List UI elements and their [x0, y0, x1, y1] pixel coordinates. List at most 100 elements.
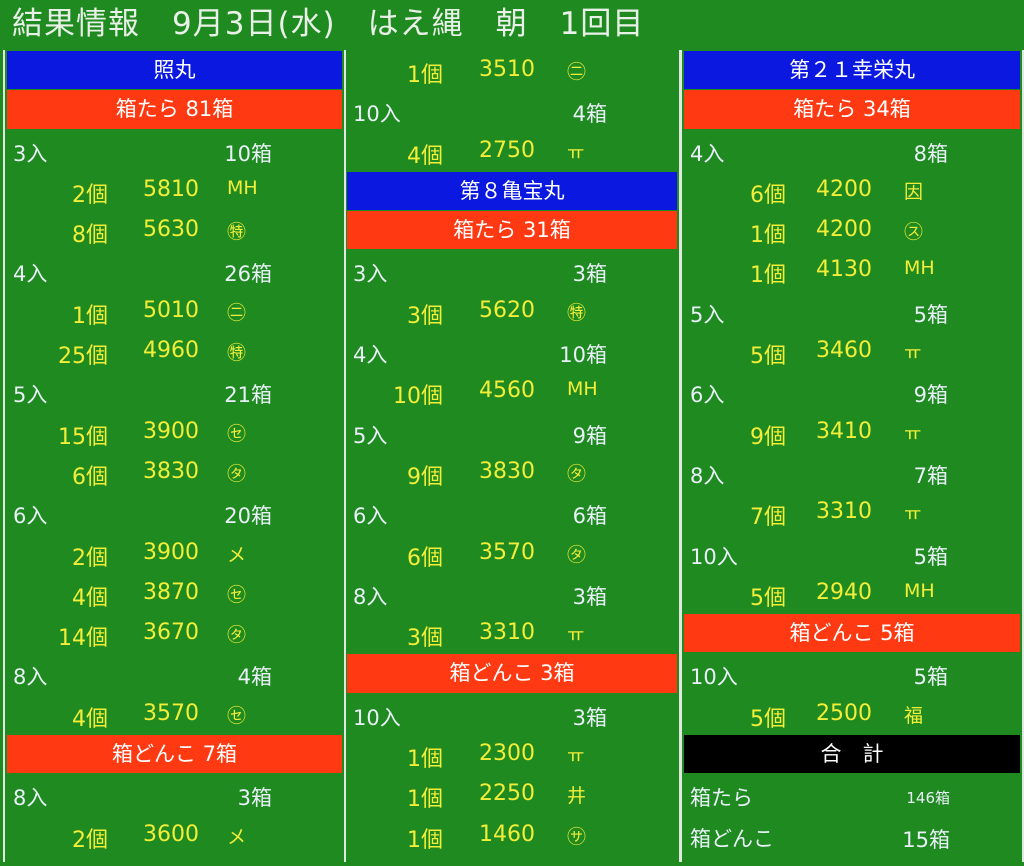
ship-name-banner: 第２１幸栄丸 [684, 51, 1020, 90]
price-row: 7個 3310 ㅠ [682, 492, 1022, 532]
price-value: 5620 [479, 297, 535, 323]
price-value: 3900 [143, 539, 199, 565]
price-value: 4130 [816, 257, 872, 283]
box-count-label: 10箱 [224, 141, 272, 166]
size-group-row: 3入 3箱 [345, 250, 679, 290]
price-value: 2940 [816, 579, 872, 605]
price-value: 3460 [816, 338, 872, 364]
quantity-value: 8個 [72, 223, 108, 249]
buyer-mark: ㊕ [227, 221, 247, 244]
size-group-row: 10入 5箱 [682, 653, 1022, 693]
quantity-value: 5個 [750, 585, 786, 611]
price-value: 3670 [143, 620, 199, 646]
buyer-mark: ㋟ [227, 624, 247, 647]
price-row: 14個 3670 ㋟ [5, 613, 344, 653]
price-value: 3600 [143, 821, 199, 847]
size-group-row: 5入 9箱 [345, 412, 679, 452]
quantity-value: 9個 [750, 424, 786, 450]
price-row: 2個 5810 MH [5, 170, 344, 210]
size-group-row: 8入 3箱 [345, 573, 679, 613]
box-count-label: 3箱 [572, 584, 607, 609]
box-count-label: 3箱 [237, 786, 272, 811]
size-group-row: 6入 20箱 [5, 492, 344, 532]
price-row: 5個 2500 福 [682, 694, 1022, 734]
size-group-row: 10入 3箱 [345, 694, 679, 734]
pack-size-label: 3入 [13, 141, 48, 166]
quantity-value: 1個 [72, 303, 108, 329]
size-group-row: 5入 5箱 [682, 291, 1022, 331]
pack-size-label: 4入 [690, 141, 725, 166]
price-row: 1個 4130 MH [682, 250, 1022, 290]
price-row: 5個 3460 ㅠ [682, 331, 1022, 371]
total-category-label: 箱どんこ [690, 826, 774, 851]
box-count-label: 26箱 [224, 262, 272, 287]
buyer-mark: メ [227, 825, 247, 848]
pack-size-label: 5入 [353, 423, 388, 448]
page-title: 結果情報 9月3日(水) はえ縄 朝 1回目 [12, 6, 645, 42]
buyer-mark: 福 [904, 704, 924, 727]
pack-size-label: 6入 [353, 504, 388, 529]
price-row: 5個 2940 MH [682, 573, 1022, 613]
buyer-mark: ㊕ [227, 342, 247, 365]
category-banner: 箱どんこ 3箱 [347, 654, 677, 693]
size-group-row: 6入 9箱 [682, 371, 1022, 411]
ship-name-banner: 第８亀宝丸 [347, 171, 677, 211]
buyer-mark: MH [227, 176, 258, 199]
quantity-value: 2個 [72, 827, 108, 853]
buyer-mark: ㅠ [904, 342, 922, 365]
size-group-row: 10入 4箱 [345, 90, 679, 130]
buyer-mark: MH [567, 378, 598, 401]
quantity-value: 4個 [407, 143, 443, 169]
pack-size-label: 10入 [690, 544, 738, 569]
buyer-mark: ㅠ [567, 624, 585, 647]
ship-name-banner: 照丸 [7, 51, 342, 90]
size-group-row: 8入 7箱 [682, 452, 1022, 492]
size-group-row: 8入 3箱 [5, 774, 344, 814]
size-group-row: 3入 10箱 [5, 130, 344, 170]
price-row: 2個 3900 メ [5, 533, 344, 573]
total-box-count: 146箱 [906, 789, 950, 808]
box-count-label: 8箱 [913, 141, 948, 166]
box-count-label: 21箱 [224, 383, 272, 408]
results-column-1: 照丸 箱たら 81箱 3入 10箱 2個 5810 MH 8個 5630 ㊕ 4入 26箱 1個 5010… [3, 50, 346, 862]
price-value: 3510 [479, 57, 535, 82]
price-value: 3830 [479, 458, 535, 484]
box-count-label: 9箱 [572, 423, 607, 448]
price-value: 2750 [479, 137, 535, 163]
pack-size-label: 8入 [13, 786, 48, 811]
quantity-value: 7個 [750, 505, 786, 531]
quantity-value: 1個 [750, 223, 786, 249]
size-group-row: 5入 21箱 [5, 371, 344, 411]
pack-size-label: 6入 [690, 383, 725, 408]
buyer-mark: 井 [567, 785, 587, 808]
box-count-label: 3箱 [572, 262, 607, 287]
pack-size-label: 6入 [13, 504, 48, 529]
buyer-mark: ㋚ [567, 825, 587, 848]
quantity-value: 1個 [750, 263, 786, 289]
price-row: 1個 1460 ㋚ [345, 815, 679, 855]
quantity-value: 6個 [407, 545, 443, 571]
pack-size-label: 8入 [353, 584, 388, 609]
box-count-label: 5箱 [913, 544, 948, 569]
price-value: 3310 [479, 620, 535, 646]
category-banner: 箱たら 34箱 [684, 90, 1020, 129]
buyer-mark: ㊁ [567, 61, 587, 83]
pack-size-label: 10入 [690, 665, 738, 690]
buyer-mark: ㋟ [567, 462, 587, 485]
price-row: 4個 3570 ㋝ [5, 694, 344, 734]
price-value: 4200 [816, 176, 872, 202]
quantity-value: 4個 [72, 706, 108, 732]
price-row: 6個 3570 ㋟ [345, 533, 679, 573]
quantity-value: 15個 [58, 424, 108, 450]
quantity-value: 1個 [407, 747, 443, 773]
quantity-value: 1個 [407, 827, 443, 853]
buyer-mark: ㋟ [227, 462, 247, 485]
price-value: 2250 [479, 781, 535, 807]
results-column-3: 第２１幸栄丸 箱たら 34箱 4入 8箱 6個 4200 因 1個 4200 ㋜ 1個 4130 MH 5… [680, 50, 1024, 862]
price-row: 6個 3830 ㋟ [5, 452, 344, 492]
box-count-label: 7箱 [913, 463, 948, 488]
buyer-mark: ㅠ [567, 141, 585, 164]
category-banner: 箱たら 31箱 [347, 211, 677, 250]
price-row: 1個 5010 ㊁ [5, 291, 344, 331]
price-value: 4560 [479, 378, 535, 404]
